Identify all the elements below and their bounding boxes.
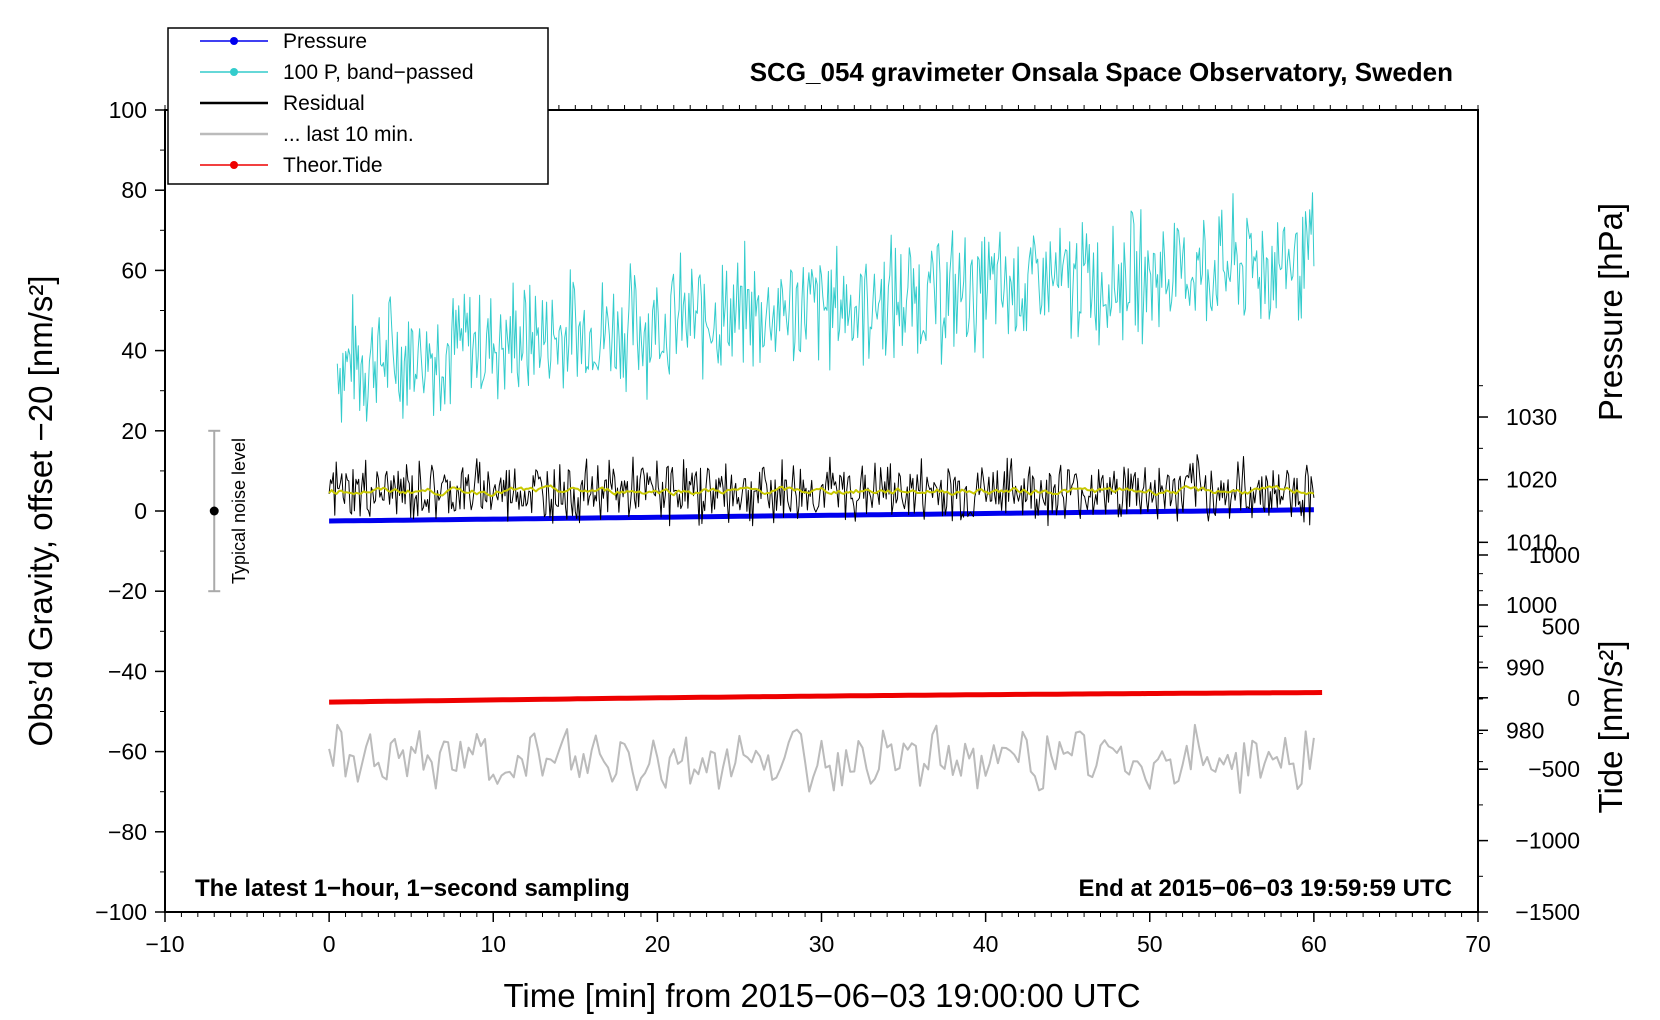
y-pressure-tick-label: 1010 xyxy=(1506,529,1557,555)
x-tick-label: 10 xyxy=(480,931,506,957)
y-left-tick-label: 20 xyxy=(121,418,147,444)
legend-items: Pressure 100 P, band−passed Residual ... la… xyxy=(200,30,474,177)
y-left-tick-label: 40 xyxy=(121,338,147,364)
series-100-p-band-passed xyxy=(336,192,1315,423)
x-tick-label: 40 xyxy=(973,931,999,957)
y-axis-label-pressure: Pressure [hPa] xyxy=(1592,203,1629,421)
y-axis-label-tide: Tide [nm/s²] xyxy=(1592,641,1629,814)
y-left-tick-label: −60 xyxy=(108,739,147,765)
annotation-left: The latest 1−hour, 1−second sampling xyxy=(195,875,630,902)
y-pressure-tick-label: 980 xyxy=(1506,717,1544,743)
y-left-tick-label: −80 xyxy=(108,819,147,845)
y-axis-label-left: Obs’d Gravity, offset −20 [nm/s²] xyxy=(22,275,59,746)
y-left-tick-label: 100 xyxy=(109,97,147,123)
chart-title: SCG_054 gravimeter Onsala Space Observat… xyxy=(750,57,1453,87)
y-tide-tick-label: −1500 xyxy=(1515,899,1580,925)
x-axis-label: Time [min] from 2015−06−03 19:00:00 UTC xyxy=(503,977,1140,1014)
y-pressure-tick-label: 990 xyxy=(1506,655,1544,681)
x-tick-label: 70 xyxy=(1465,931,1491,957)
legend-label: ... last 10 min. xyxy=(283,123,414,146)
y-tide-tick-label: 1000 xyxy=(1529,542,1580,568)
series-pressure xyxy=(329,507,1314,524)
y-left-tick-label: 0 xyxy=(134,498,147,524)
series-last-10-min xyxy=(328,723,1315,794)
y-left-tick-label: 80 xyxy=(121,177,147,203)
y-left-tick-label: −20 xyxy=(108,578,147,604)
legend-marker xyxy=(230,68,238,76)
noise-level-dot xyxy=(209,506,219,516)
x-tick-label: 30 xyxy=(809,931,835,957)
x-tick-label: −10 xyxy=(145,931,184,957)
legend-label: Residual xyxy=(283,92,365,115)
series-theor-tide xyxy=(329,690,1323,705)
legend-label: Theor.Tide xyxy=(283,154,383,177)
noise-level-indicator: Typical noise level xyxy=(208,429,249,593)
y-tide-tick-label: 500 xyxy=(1542,613,1580,639)
noise-level-label: Typical noise level xyxy=(229,438,249,584)
series-layer xyxy=(328,192,1323,794)
legend: Pressure 100 P, band−passed Residual ... la… xyxy=(167,27,549,185)
y-tide-tick-label: −500 xyxy=(1528,756,1580,782)
y-pressure-tick-label: 1000 xyxy=(1506,592,1557,618)
y-tide-tick-label: 0 xyxy=(1567,685,1580,711)
x-tick-label: 20 xyxy=(645,931,671,957)
series-residual-smoothed xyxy=(328,484,1315,497)
y-left-tick-label: 60 xyxy=(121,257,147,283)
y-left-tick-label: −40 xyxy=(108,658,147,684)
y-tide-tick-label: −1000 xyxy=(1515,828,1580,854)
tick-layer: −10 0 10 20 30 40 50 60 70−100−80−60−40−20020406… xyxy=(95,97,1580,957)
x-tick-label: 50 xyxy=(1137,931,1163,957)
legend-marker xyxy=(230,37,238,45)
legend-marker xyxy=(230,161,238,169)
legend-label: Pressure xyxy=(283,30,367,53)
legend-box xyxy=(167,27,549,185)
y-pressure-tick-label: 1020 xyxy=(1506,467,1557,493)
x-tick-label: 0 xyxy=(323,931,336,957)
legend-label: 100 P, band−passed xyxy=(283,61,474,84)
y-pressure-tick-label: 1030 xyxy=(1506,404,1557,430)
annotation-right: End at 2015−06−03 19:59:59 UTC xyxy=(1078,875,1452,902)
x-tick-label: 60 xyxy=(1301,931,1327,957)
y-left-tick-label: −100 xyxy=(95,899,147,925)
